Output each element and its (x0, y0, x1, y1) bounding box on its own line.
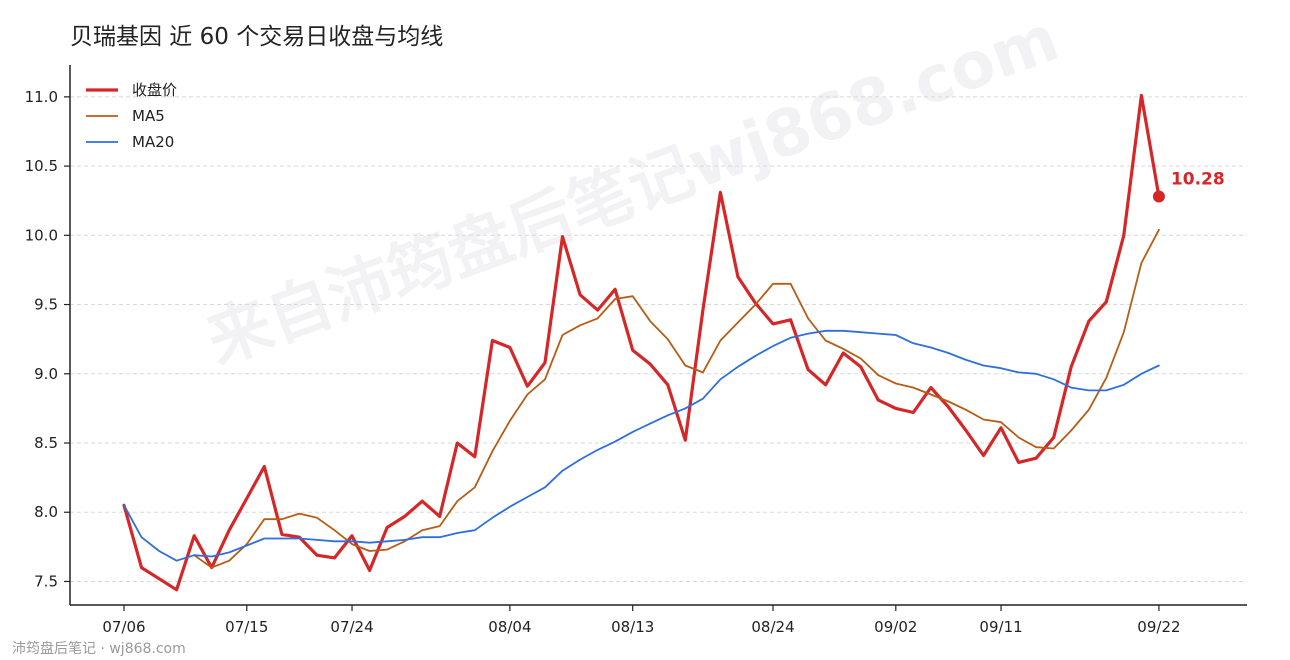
chart-title: 贝瑞基因 近 60 个交易日收盘与均线 (70, 24, 443, 50)
last-value-label: 10.28 (1171, 170, 1225, 190)
y-tick-label: 7.5 (34, 572, 58, 590)
x-tick-label: 09/02 (874, 618, 917, 636)
ma20-line (123, 329, 1160, 562)
y-tick-label: 9.0 (34, 365, 58, 383)
y-tick-label: 11.0 (25, 88, 58, 106)
x-tick-label: 07/06 (102, 618, 145, 636)
x-tick-label: 09/11 (979, 618, 1022, 636)
y-tick-label: 8.0 (34, 503, 58, 521)
y-tick-label: 8.5 (34, 434, 58, 452)
legend-label-ma5: MA5 (132, 107, 165, 125)
grid-lines (70, 96, 1247, 582)
x-tick-label: 07/24 (330, 618, 373, 636)
y-tick-label: 9.5 (34, 296, 58, 314)
x-tick-label: 08/04 (488, 618, 531, 636)
legend: 收盘价 MA5 MA20 (86, 81, 177, 151)
x-ticks: 07/06 07/15 07/24 08/04 08/13 08/24 09/02 09/11… (102, 605, 1181, 636)
y-ticks: 7.5 8.0 8.5 9.0 9.5 10.0 10.5 11.0 (25, 88, 70, 590)
watermark: 来自沛筠盘后笔记wj868.com (198, 2, 1069, 379)
series-lines (122, 93, 1161, 592)
y-tick-label: 10.5 (25, 157, 58, 175)
axes (69, 65, 1247, 606)
footer-credit: 沛筠盘后笔记 · wj868.com (12, 640, 186, 657)
x-tick-label: 07/15 (225, 618, 268, 636)
y-tick-label: 10.0 (25, 226, 58, 244)
x-tick-label: 09/22 (1137, 618, 1180, 636)
x-tick-label: 08/13 (611, 618, 654, 636)
legend-label-close: 收盘价 (132, 81, 177, 99)
x-tick-label: 08/24 (751, 618, 794, 636)
last-point-marker: 10.28 (1152, 170, 1225, 203)
last-point-dot (1152, 190, 1165, 203)
ma5-line (193, 228, 1160, 569)
close-price-line (122, 93, 1161, 592)
legend-label-ma20: MA20 (132, 133, 174, 151)
